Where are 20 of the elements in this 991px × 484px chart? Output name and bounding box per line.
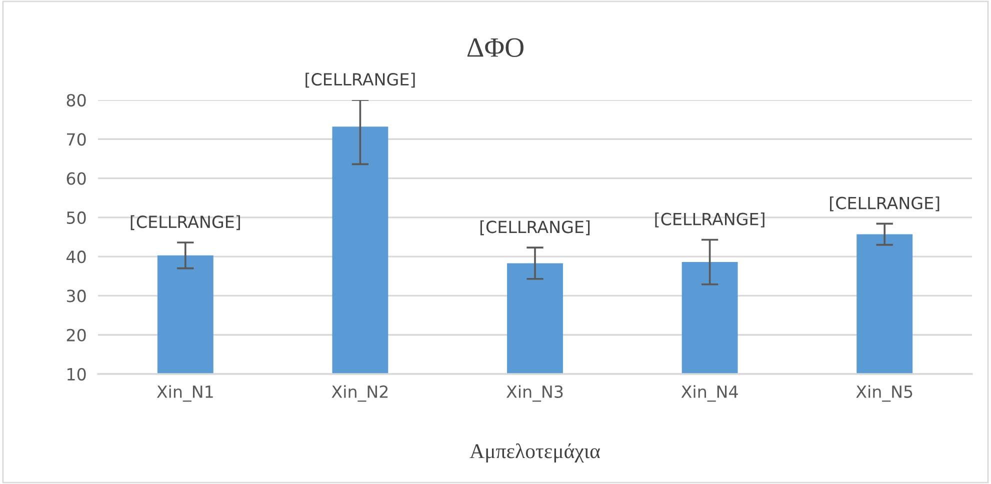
x-axis-title: Αμπελοτεμάχια	[470, 443, 600, 463]
y-tick-label: 30	[66, 290, 86, 302]
y-tick-label: 80	[66, 94, 86, 107]
x-tick-label: Xin_N5	[856, 385, 912, 402]
data-label: [CELLRANGE]	[830, 196, 940, 212]
data-label: [CELLRANGE]	[655, 212, 764, 228]
data-label: [CELLRANGE]	[306, 72, 415, 88]
data-label: [CELLRANGE]	[480, 220, 590, 236]
x-tick-label: Xin_N4	[681, 385, 738, 402]
y-tick-label: 10	[68, 368, 86, 381]
chart-title: ΔΦΟ	[467, 38, 524, 57]
y-tick-label: 50	[66, 211, 86, 224]
y-tick-label: 70	[67, 133, 86, 146]
y-tick-label: 40	[66, 250, 86, 264]
x-tick-label: Xin_N1	[156, 385, 213, 402]
y-tick-label: 60	[66, 172, 86, 185]
x-tick-label: Xin_N2	[332, 385, 388, 402]
data-label: [CELLRANGE]	[130, 215, 240, 230]
y-tick-label: 20	[66, 328, 86, 342]
x-tick-label: Xin_N3	[506, 385, 563, 402]
